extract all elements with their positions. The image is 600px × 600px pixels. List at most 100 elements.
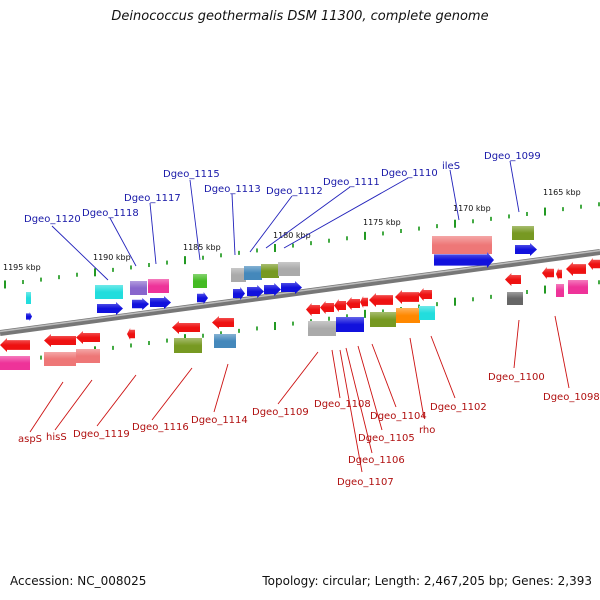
gene-feature[interactable] bbox=[212, 316, 234, 329]
minor-tick bbox=[166, 260, 168, 265]
gene-feature[interactable] bbox=[419, 306, 435, 320]
gene-feature[interactable] bbox=[214, 334, 236, 348]
accession-text: Accession: NC_008025 bbox=[10, 574, 147, 588]
gene-feature[interactable] bbox=[231, 268, 246, 282]
gene-feature[interactable] bbox=[130, 281, 147, 295]
gene-feature[interactable] bbox=[193, 274, 207, 288]
gene-feature[interactable] bbox=[566, 262, 586, 276]
minor-tick bbox=[148, 263, 150, 268]
major-tick bbox=[274, 244, 276, 253]
minor-tick bbox=[508, 214, 510, 219]
connector-line bbox=[357, 345, 383, 431]
gene-feature[interactable] bbox=[370, 312, 396, 327]
gene-feature[interactable] bbox=[515, 243, 537, 256]
minor-tick bbox=[238, 328, 240, 333]
gene-label-bottom: rho bbox=[419, 425, 435, 436]
gene-feature[interactable] bbox=[588, 258, 600, 270]
gene-label-bottom: Dgeo_1105 bbox=[358, 433, 415, 444]
gene-label-bottom: Dgeo_1102 bbox=[430, 402, 487, 413]
gene-label-bottom: aspS bbox=[18, 434, 42, 445]
gene-feature[interactable] bbox=[127, 328, 135, 340]
gene-feature[interactable] bbox=[0, 356, 30, 370]
gene-feature[interactable] bbox=[306, 303, 320, 316]
gene-feature[interactable] bbox=[278, 262, 300, 276]
gene-feature[interactable] bbox=[432, 236, 492, 254]
gene-feature[interactable] bbox=[76, 349, 100, 363]
connector-line bbox=[51, 225, 109, 281]
gene-feature[interactable] bbox=[396, 308, 420, 323]
gene-label-bottom: Dgeo_1106 bbox=[348, 455, 405, 466]
gene-label-top: Dgeo_1111 bbox=[323, 177, 380, 188]
minor-tick bbox=[256, 326, 258, 331]
connector-line bbox=[449, 169, 460, 221]
gene-feature[interactable] bbox=[247, 285, 264, 298]
minor-tick bbox=[292, 321, 294, 326]
gene-feature[interactable] bbox=[334, 299, 346, 312]
connector-line bbox=[513, 319, 520, 369]
kbp-label: 1165 kbp bbox=[543, 188, 581, 197]
gene-feature[interactable] bbox=[281, 281, 302, 294]
gene-feature[interactable] bbox=[418, 288, 432, 301]
minor-tick bbox=[310, 241, 312, 246]
gene-feature[interactable] bbox=[308, 321, 336, 336]
gene-feature[interactable] bbox=[568, 280, 588, 294]
gene-feature[interactable] bbox=[505, 273, 521, 286]
gene-feature[interactable] bbox=[26, 292, 31, 304]
gene-feature[interactable] bbox=[556, 268, 562, 280]
gene-feature[interactable] bbox=[360, 296, 368, 308]
gene-feature[interactable] bbox=[369, 293, 393, 307]
minor-tick bbox=[526, 211, 528, 216]
gene-feature[interactable] bbox=[264, 283, 281, 296]
gene-features bbox=[0, 226, 600, 370]
gene-feature[interactable] bbox=[0, 338, 30, 352]
connector-line bbox=[149, 202, 157, 265]
connector-line bbox=[231, 193, 236, 256]
gene-feature[interactable] bbox=[148, 279, 169, 293]
minor-tick bbox=[436, 302, 438, 307]
kbp-label: 1180 kbp bbox=[273, 231, 311, 240]
minor-tick bbox=[76, 272, 78, 277]
gene-feature[interactable] bbox=[320, 301, 334, 314]
major-tick bbox=[454, 219, 456, 228]
gene-feature[interactable] bbox=[44, 352, 76, 366]
minor-tick bbox=[112, 345, 114, 350]
gene-feature[interactable] bbox=[174, 338, 202, 353]
gene-feature[interactable] bbox=[150, 296, 171, 309]
gene-feature[interactable] bbox=[197, 292, 208, 304]
gene-feature[interactable] bbox=[556, 284, 564, 297]
minor-tick bbox=[526, 289, 528, 294]
gene-label-bottom: Dgeo_1114 bbox=[191, 415, 248, 426]
gene-feature[interactable] bbox=[434, 252, 494, 268]
gene-feature[interactable] bbox=[507, 292, 523, 305]
gene-feature[interactable] bbox=[346, 297, 360, 310]
minor-tick bbox=[130, 343, 132, 348]
connector-line bbox=[554, 315, 570, 389]
minor-tick bbox=[220, 331, 222, 336]
gene-feature[interactable] bbox=[76, 331, 100, 344]
minor-tick bbox=[490, 216, 492, 221]
gene-feature[interactable] bbox=[261, 264, 279, 278]
gene-feature[interactable] bbox=[395, 290, 419, 304]
gene-label-top: Dgeo_1099 bbox=[484, 151, 541, 162]
minor-tick bbox=[202, 333, 204, 338]
gene-feature[interactable] bbox=[97, 302, 123, 315]
gene-label-bottom: Dgeo_1116 bbox=[132, 422, 189, 433]
minor-tick bbox=[580, 204, 582, 209]
gene-label-bottom: Dgeo_1104 bbox=[370, 411, 427, 422]
gene-feature[interactable] bbox=[542, 267, 554, 279]
gene-feature[interactable] bbox=[512, 226, 534, 240]
connector-line bbox=[371, 343, 397, 408]
minor-tick bbox=[598, 280, 600, 285]
connector-line bbox=[283, 177, 409, 249]
gene-label-top: ileS bbox=[442, 161, 460, 172]
gene-feature[interactable] bbox=[244, 266, 262, 280]
gene-feature[interactable] bbox=[172, 321, 200, 334]
gene-feature[interactable] bbox=[132, 298, 149, 310]
gene-feature[interactable] bbox=[44, 334, 76, 347]
gene-feature[interactable] bbox=[233, 287, 245, 300]
minor-tick bbox=[472, 219, 474, 224]
gene-feature[interactable] bbox=[336, 317, 364, 332]
gene-feature[interactable] bbox=[95, 285, 123, 299]
gene-feature[interactable] bbox=[26, 312, 32, 321]
